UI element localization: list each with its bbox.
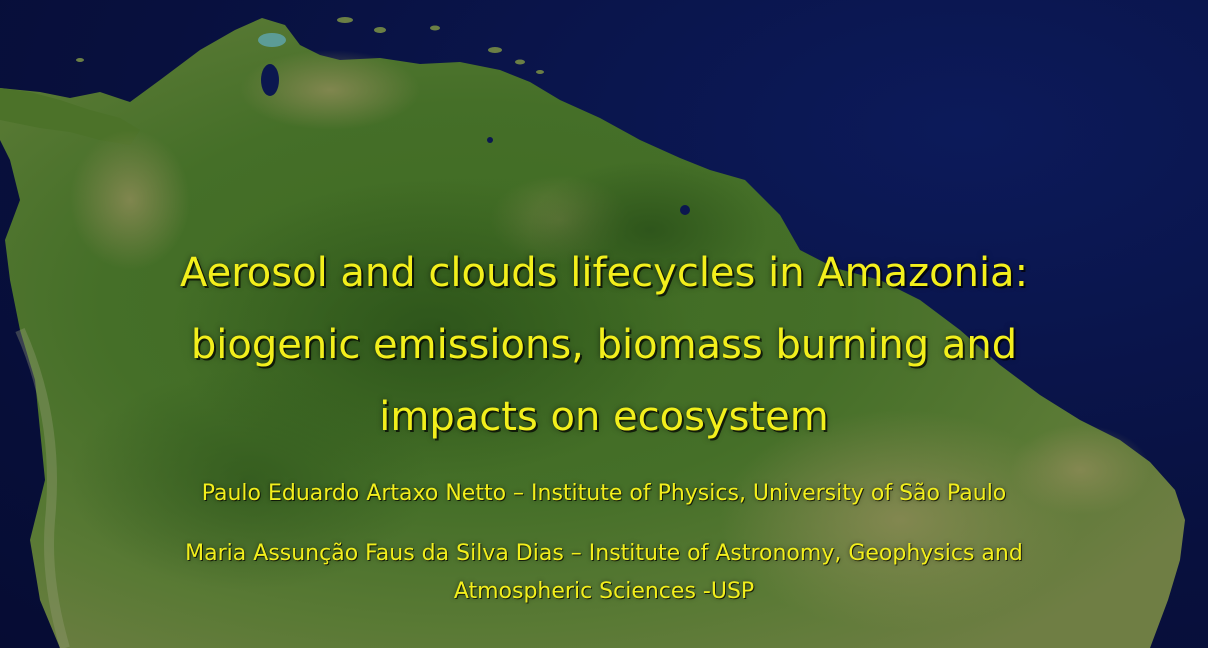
slide-title-line-2: biogenic emissions, biomass burning and xyxy=(190,322,1018,368)
author-line-1: Paulo Eduardo Artaxo Netto – Institute o… xyxy=(201,481,1007,506)
slide-title-line-1: Aerosol and clouds lifecycles in Amazoni… xyxy=(179,250,1029,296)
author-line-3: Atmospheric Sciences -USP xyxy=(453,579,755,604)
slide-title-line-3: impacts on ecosystem xyxy=(379,394,829,440)
central-america-landmass xyxy=(0,88,140,145)
author-line-2: Maria Assunção Faus da Silva Dias – Inst… xyxy=(185,541,1023,566)
